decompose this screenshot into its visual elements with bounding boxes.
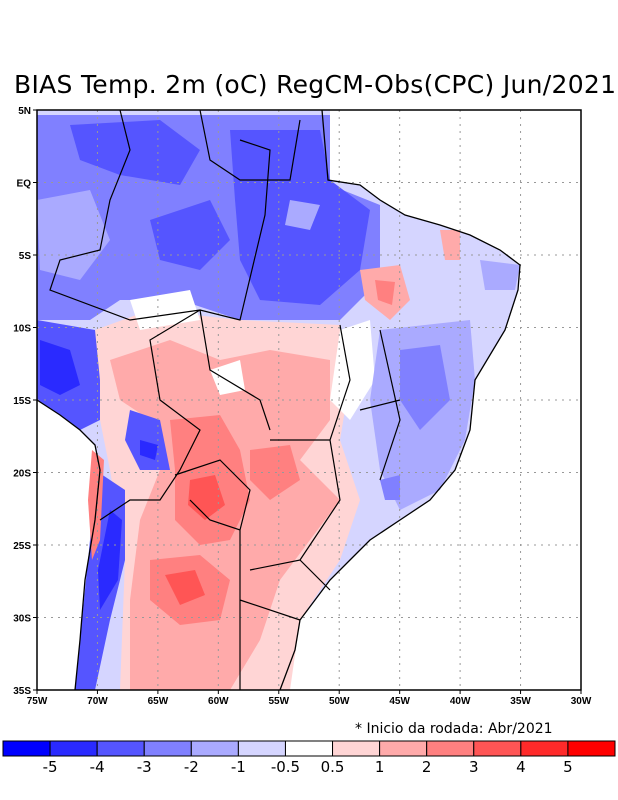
colorbar-label: 2 [421,758,432,776]
colorbar-swatch [2,740,51,757]
x-tick-label: 55W [268,696,289,707]
longitude-ticks: 75W 70W 65W 60W 55W 50W 45W 40W 35W 30W [27,690,592,707]
map-title: BIAS Temp. 2m (oC) RegCM-Obs(CPC) Jun/20… [14,70,617,99]
x-tick-label: 70W [87,696,108,707]
x-tick-label: 75W [27,696,48,707]
colorbar-swatch [567,740,616,757]
colorbar-label: -3 [136,758,152,776]
run-start-note: * Inicio da rodada: Abr/2021 [355,721,553,737]
x-tick-label: 40W [450,696,471,707]
colorbar-label: -1 [230,758,246,776]
colorbar [2,740,616,757]
x-tick-label: 30W [571,696,592,707]
latitude-ticks: 5N EQ 5S 10S 15S 20S 25S 30S 35S [13,106,37,697]
y-tick-label: 25S [13,541,31,552]
y-tick-label: EQ [17,179,32,190]
colorbar-swatch [473,740,522,757]
bias-warm-4 [165,475,225,605]
bias-northeast-warm-2 [375,280,395,305]
colorbar-swatch [426,740,475,757]
colorbar-swatch [49,740,98,757]
bias-north-lightblue [37,190,320,280]
x-tick-label: 35W [510,696,531,707]
colorbar-label: -5 [42,758,58,776]
coastline [37,110,521,690]
colorbar-label: 0.5 [320,758,345,776]
bias-neutral [130,290,375,420]
country-borders [49,110,401,690]
bias-field [37,110,581,690]
y-tick-label: 5S [19,251,32,262]
bias-chile-cold-strong [98,510,122,610]
bias-north-blue-strong [70,120,370,305]
colorbar-swatch [237,740,286,757]
x-tick-label: 65W [148,696,169,707]
colorbar-label: 4 [516,758,526,776]
x-tick-label: 60W [208,696,229,707]
x-tick-label: 50W [329,696,350,707]
colorbar-swatch [332,740,381,757]
colorbar-label: -4 [89,758,105,776]
y-tick-label: 10S [13,324,31,335]
y-tick-label: 5N [18,106,31,117]
y-tick-label: 20S [13,469,31,480]
bias-andes-cold-strong [40,340,158,460]
colorbar-label: -0.5 [270,758,301,776]
colorbar-label: -2 [183,758,199,776]
y-tick-label: 15S [13,396,31,407]
bias-east-cold-2 [380,345,450,500]
x-tick-label: 45W [389,696,410,707]
colorbar-swatch [96,740,145,757]
grid-lines [37,110,581,690]
colorbar-swatch [284,740,334,757]
y-tick-label: 30S [13,614,31,625]
colorbar-swatch [520,740,569,757]
colorbar-label: 3 [468,758,479,776]
colorbar-label: 5 [563,758,573,776]
y-tick-label: 35S [13,686,31,697]
colorbar-label: 1 [374,758,385,776]
colorbar-swatch [190,740,239,757]
colorbar-swatch [379,740,428,757]
colorbar-swatch [143,740,192,757]
